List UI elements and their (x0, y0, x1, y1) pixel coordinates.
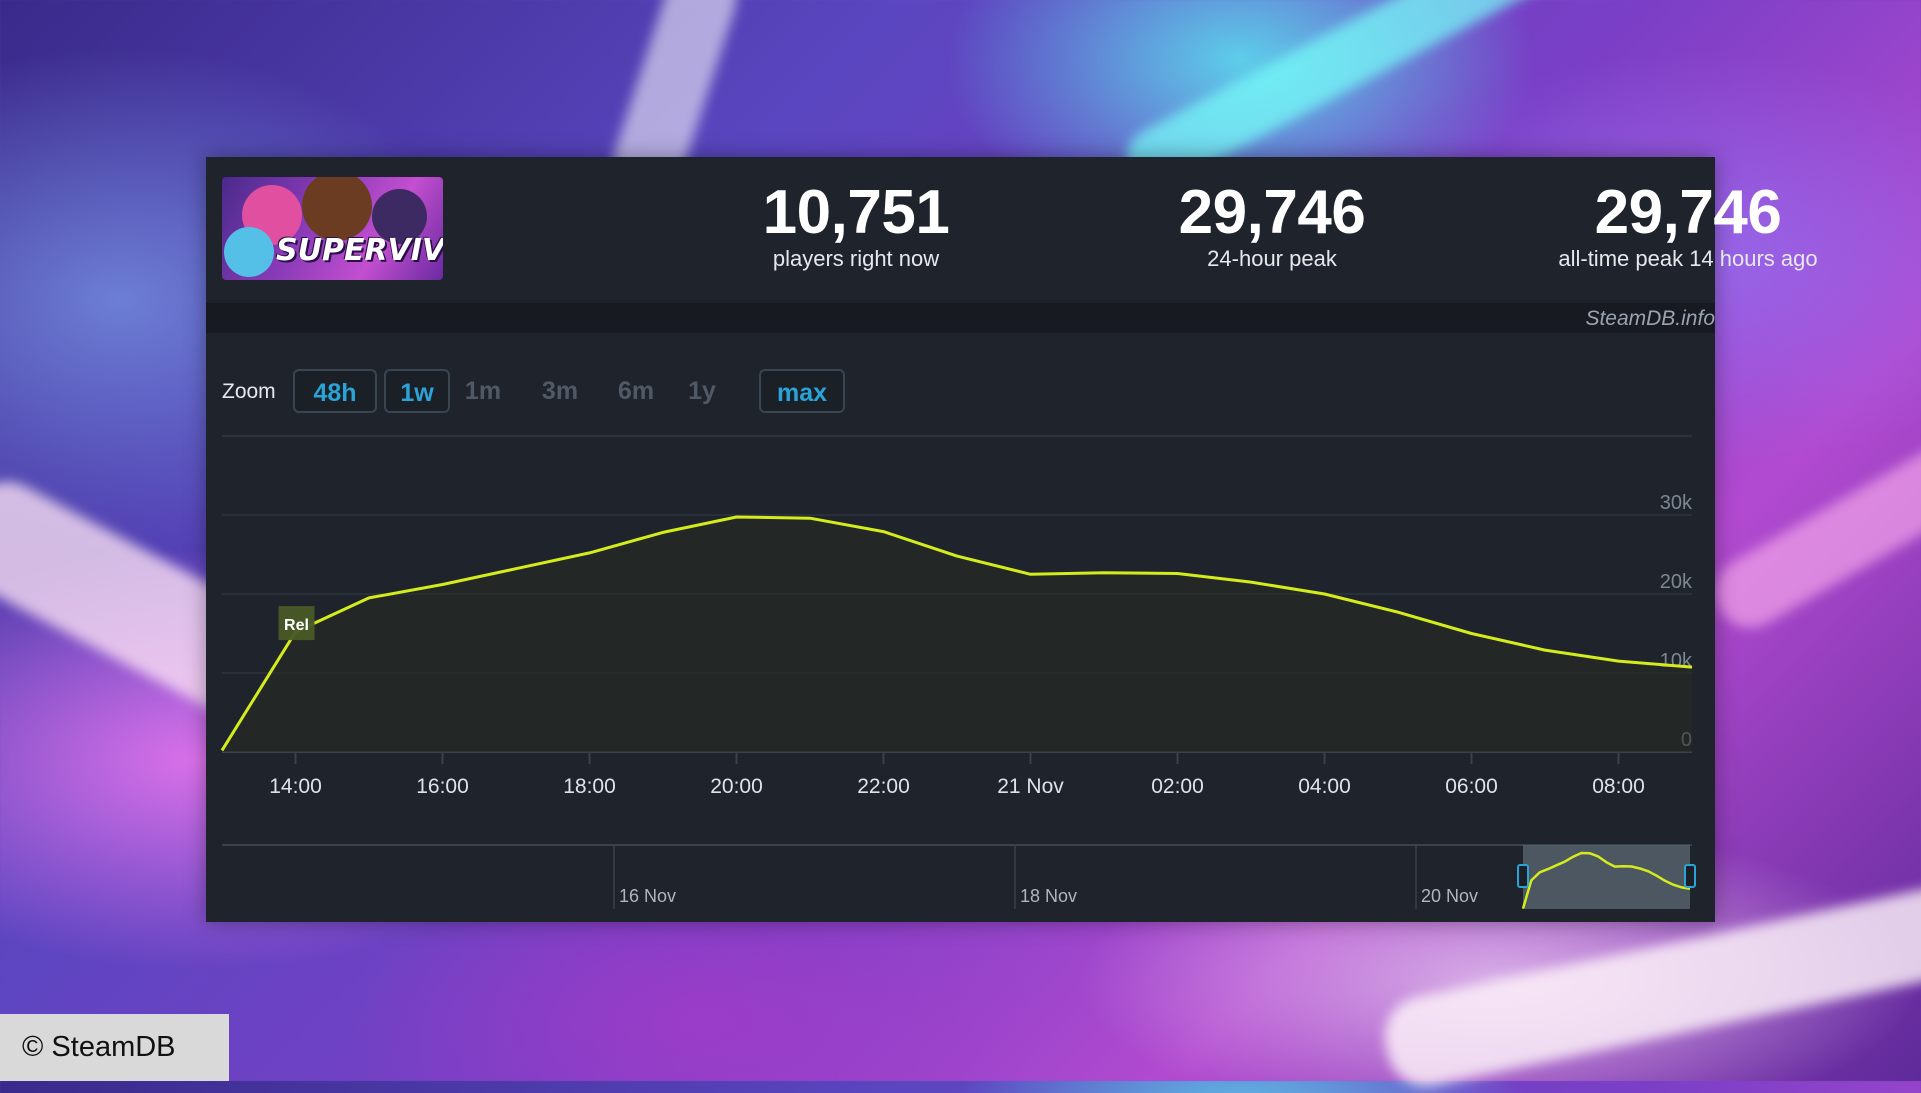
release-flag-label: Rel (284, 617, 309, 634)
x-tick-label: 16:00 (416, 775, 469, 798)
x-tick-label: 04:00 (1298, 775, 1351, 798)
x-tick-label: 22:00 (857, 775, 910, 798)
navigator-handle[interactable] (1685, 865, 1695, 887)
steamdb-chart-panel: SUPERVIVE 10,751 players right now 29,74… (206, 157, 1715, 922)
x-tick-label: 18:00 (563, 775, 616, 798)
x-tick-label: 02:00 (1151, 775, 1204, 798)
x-tick-label: 06:00 (1445, 775, 1498, 798)
navigator-date-label: 18 Nov (1020, 886, 1077, 906)
copyright-notice: © SteamDB (0, 1014, 229, 1081)
x-tick-label: 21 Nov (997, 775, 1064, 798)
navigator-handle[interactable] (1518, 865, 1528, 887)
navigator-selection (1523, 845, 1690, 909)
x-tick-label: 08:00 (1592, 775, 1645, 798)
x-tick-label: 20:00 (710, 775, 763, 798)
background-streak (1703, 430, 1921, 641)
navigator-date-label: 20 Nov (1421, 886, 1478, 906)
y-tick-label: 30k (1660, 492, 1693, 514)
y-tick-label: 20k (1660, 571, 1693, 593)
x-tick-label: 14:00 (269, 775, 322, 798)
navigator-date-label: 16 Nov (619, 886, 676, 906)
